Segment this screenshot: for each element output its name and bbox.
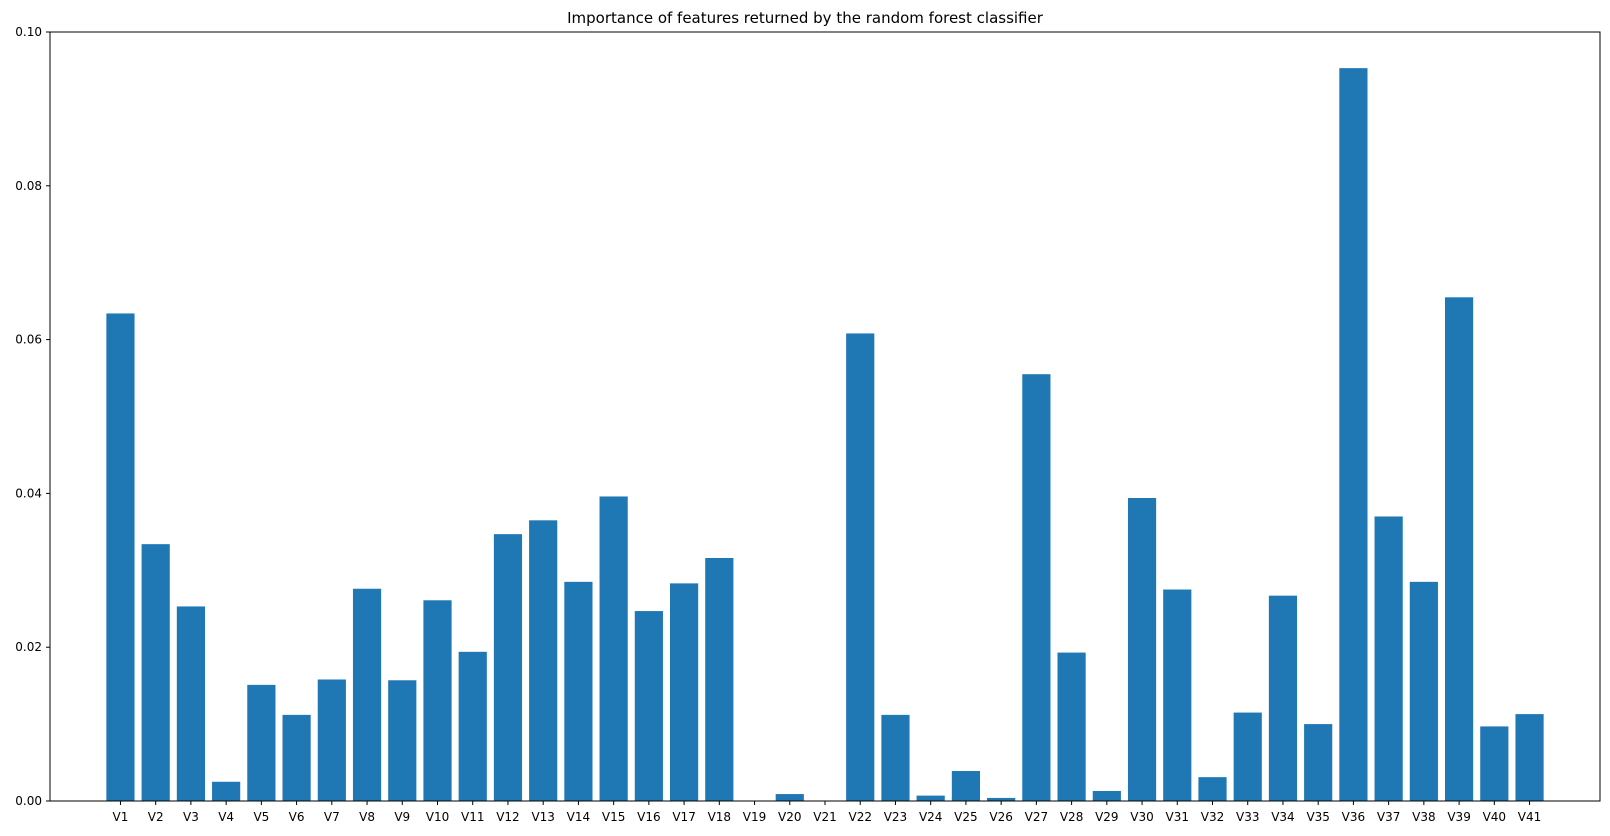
bar-v29 xyxy=(1092,791,1121,801)
bar-v22 xyxy=(846,333,875,801)
bar-v23 xyxy=(881,714,910,801)
x-tick-label: V17 xyxy=(672,810,695,824)
bar-v8 xyxy=(352,588,382,801)
x-tick-label: V3 xyxy=(183,810,199,824)
y-tick-label: 0.08 xyxy=(15,179,42,193)
y-tick-label: 0.00 xyxy=(15,794,42,808)
bars-group xyxy=(106,68,1544,801)
x-tick-label: V7 xyxy=(324,810,340,824)
bar-v15 xyxy=(599,496,628,801)
x-tick-label: V1 xyxy=(113,810,129,824)
bar-v6 xyxy=(282,714,311,801)
x-tick-label: V18 xyxy=(708,810,731,824)
bar-v31 xyxy=(1163,589,1192,801)
x-tick-label: V27 xyxy=(1025,810,1048,824)
bar-v18 xyxy=(705,557,734,801)
bar-v7 xyxy=(317,679,346,801)
bar-v35 xyxy=(1304,724,1333,801)
x-tick-label: V29 xyxy=(1095,810,1118,824)
bar-v25 xyxy=(951,771,980,801)
x-tick-label: V34 xyxy=(1271,810,1294,824)
y-tick-label: 0.04 xyxy=(15,486,42,500)
chart-title: Importance of features returned by the r… xyxy=(567,9,1044,27)
x-tick-label: V31 xyxy=(1166,810,1189,824)
y-axis: 0.00 0.02 0.04 0.06 0.08 0.10 xyxy=(15,25,50,808)
x-tick-label: V30 xyxy=(1130,810,1153,824)
bar-v26 xyxy=(987,797,1016,801)
bar-v20 xyxy=(775,794,804,801)
bar-v1 xyxy=(106,313,135,801)
x-tick-label: V39 xyxy=(1447,810,1470,824)
x-tick-label: V2 xyxy=(148,810,164,824)
x-tick-label: V38 xyxy=(1412,810,1435,824)
bar-v13 xyxy=(529,520,558,801)
bar-v33 xyxy=(1233,712,1262,801)
y-tick-label: 0.10 xyxy=(15,25,42,39)
x-tick-label: V20 xyxy=(778,810,801,824)
x-tick-label: V37 xyxy=(1377,810,1400,824)
x-tick-label: V33 xyxy=(1236,810,1259,824)
bar-v36 xyxy=(1339,68,1368,801)
bar-v37 xyxy=(1374,516,1403,801)
bar-v34 xyxy=(1268,595,1298,801)
bar-v3 xyxy=(176,606,205,801)
bar-v39 xyxy=(1445,297,1474,801)
bar-v40 xyxy=(1480,726,1509,801)
x-tick-label: V6 xyxy=(289,810,305,824)
x-tick-label: V40 xyxy=(1483,810,1506,824)
x-tick-label: V23 xyxy=(884,810,907,824)
y-tick-label: 0.06 xyxy=(15,333,42,347)
bar-v41 xyxy=(1515,714,1544,801)
x-tick-label: V26 xyxy=(989,810,1012,824)
x-tick-label: V10 xyxy=(426,810,449,824)
bar-v5 xyxy=(247,684,276,801)
x-tick-label: V8 xyxy=(359,810,375,824)
x-tick-label: V25 xyxy=(954,810,977,824)
x-tick-label: V19 xyxy=(743,810,766,824)
y-tick-label: 0.02 xyxy=(15,640,42,654)
bar-v38 xyxy=(1409,581,1438,801)
bar-v27 xyxy=(1022,374,1051,801)
x-tick-label: V15 xyxy=(602,810,625,824)
bar-v14 xyxy=(564,581,593,801)
x-tick-label: V11 xyxy=(461,810,484,824)
x-tick-label: V41 xyxy=(1518,810,1541,824)
x-axis: V1 V2 V3 V4 V5 V6 V7 V8 V9 V10 V11 V12 V13 V14 V15 V16 V… xyxy=(113,801,1541,824)
x-tick-label: V24 xyxy=(919,810,942,824)
x-tick-label: V32 xyxy=(1201,810,1224,824)
plot-frame xyxy=(49,31,1601,802)
bar-v10 xyxy=(423,600,452,801)
x-tick-label: V13 xyxy=(531,810,554,824)
x-tick-label: V36 xyxy=(1342,810,1365,824)
x-tick-label: V9 xyxy=(394,810,410,824)
x-tick-label: V21 xyxy=(813,810,836,824)
bar-v28 xyxy=(1057,652,1086,801)
bar-v11 xyxy=(458,651,487,801)
x-tick-label: V16 xyxy=(637,810,660,824)
bar-v17 xyxy=(670,583,699,801)
x-tick-label: V14 xyxy=(567,810,590,824)
bar-v32 xyxy=(1198,777,1227,801)
bar-v16 xyxy=(634,611,663,801)
x-tick-label: V12 xyxy=(496,810,519,824)
bar-v30 xyxy=(1127,498,1157,801)
x-tick-label: V28 xyxy=(1060,810,1083,824)
bar-v2 xyxy=(141,544,170,801)
bar-v24 xyxy=(916,795,945,801)
x-tick-label: V5 xyxy=(253,810,269,824)
bar-v4 xyxy=(212,781,241,801)
x-tick-label: V35 xyxy=(1306,810,1329,824)
x-tick-label: V4 xyxy=(218,810,234,824)
bar-v9 xyxy=(388,680,417,801)
x-tick-label: V22 xyxy=(848,810,871,824)
bar-v12 xyxy=(493,534,523,801)
